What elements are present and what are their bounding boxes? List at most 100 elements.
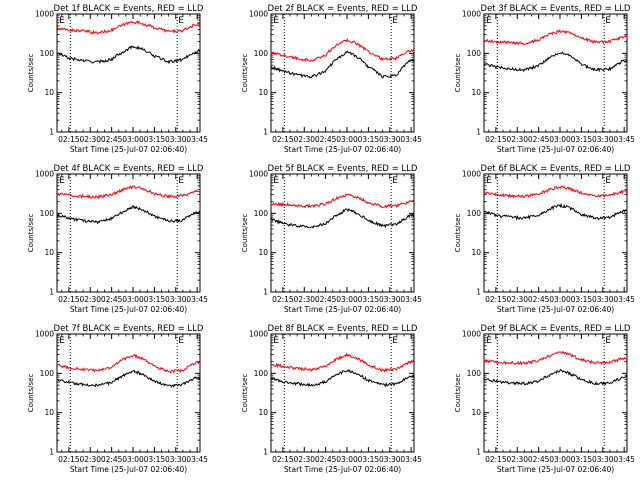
y-axis-label: Counts/sec — [27, 214, 35, 253]
y-tick-label: 1000 — [35, 330, 54, 339]
y-tick-label: 10 — [471, 88, 481, 97]
event-marker-label: E — [178, 336, 184, 346]
y-axis-label: Counts/sec — [454, 54, 462, 93]
x-tick-label: 03:00 — [122, 455, 144, 464]
series-line-red — [483, 29, 628, 46]
x-tick-label: 03:45 — [613, 455, 635, 464]
series-line-black — [270, 50, 415, 79]
chart-panel-1: Det 1f BLACK = Events, RED = LLD Counts/s… — [27, 4, 208, 154]
y-tick-label: 1 — [476, 128, 481, 137]
event-marker-label: E — [392, 16, 398, 26]
x-tick-label: 02:45 — [315, 135, 337, 144]
event-marker-label: E — [605, 16, 611, 26]
x-tick-label: 03:00 — [122, 135, 144, 144]
x-tick-label: 03:00 — [549, 455, 571, 464]
plot-frame — [270, 13, 415, 133]
x-tick-label: 02:30 — [79, 135, 101, 144]
chart-title: Det 3f BLACK = Events, RED = LLD — [481, 4, 631, 14]
series-line-red — [270, 352, 415, 373]
y-tick-label: 100 — [467, 369, 482, 378]
event-marker-label: E — [59, 16, 65, 26]
x-tick-label: 02:30 — [293, 295, 315, 304]
y-axis-label: Counts/sec — [241, 54, 249, 93]
x-axis-label: Start Time (25-Jul-07 02:06:40) — [70, 465, 187, 474]
y-tick-label: 100 — [254, 49, 269, 58]
x-tick-label: 02:15 — [272, 455, 294, 464]
plot-frame — [270, 173, 415, 293]
chart-panel-6: Det 6f BLACK = Events, RED = LLD Counts/s… — [454, 164, 635, 314]
series-line-black — [56, 369, 201, 388]
y-axis-label: Counts/sec — [241, 214, 249, 253]
x-tick-label: 03:15 — [358, 455, 380, 464]
series-line-black — [270, 368, 415, 388]
event-marker-label: E — [486, 16, 492, 26]
chart-title: Det 1f BLACK = Events, RED = LLD — [54, 4, 204, 14]
chart-panel-4: Det 4f BLACK = Events, RED = LLD Counts/s… — [27, 164, 208, 314]
x-axis-label: Start Time (25-Jul-07 02:06:40) — [497, 465, 614, 474]
chart-panel-3: Det 3f BLACK = Events, RED = LLD Counts/s… — [454, 4, 635, 154]
event-marker-label: E — [392, 336, 398, 346]
series-line-red — [270, 38, 415, 63]
y-axis-label: Counts/sec — [241, 374, 249, 413]
x-tick-label: 02:45 — [101, 295, 123, 304]
x-tick-label: 03:15 — [144, 135, 166, 144]
x-tick-label: 03:00 — [549, 135, 571, 144]
y-tick-label: 1 — [263, 288, 268, 297]
event-marker-label: E — [273, 16, 279, 26]
event-marker-label: E — [605, 176, 611, 186]
x-axis-label: Start Time (25-Jul-07 02:06:40) — [70, 145, 187, 154]
series-line-black — [270, 208, 415, 229]
x-tick-label: 03:00 — [122, 295, 144, 304]
x-axis-label: Start Time (25-Jul-07 02:06:40) — [284, 465, 401, 474]
x-tick-label: 03:30 — [379, 455, 401, 464]
y-axis-label: Counts/sec — [27, 374, 35, 413]
x-tick-label: 02:45 — [315, 455, 337, 464]
x-tick-label: 03:45 — [186, 455, 208, 464]
x-tick-label: 03:30 — [592, 455, 614, 464]
x-tick-label: 03:15 — [571, 455, 593, 464]
y-tick-label: 10 — [471, 408, 481, 417]
x-tick-label: 03:30 — [592, 135, 614, 144]
x-tick-label: 02:45 — [315, 295, 337, 304]
x-tick-label: 03:00 — [549, 295, 571, 304]
plot-frame — [270, 333, 415, 453]
plot-frame — [483, 173, 628, 293]
event-marker-label: E — [486, 336, 492, 346]
x-tick-label: 02:30 — [79, 295, 101, 304]
series-line-red — [270, 193, 415, 209]
x-tick-label: 03:15 — [144, 295, 166, 304]
y-tick-label: 1 — [476, 288, 481, 297]
y-tick-label: 1000 — [249, 330, 268, 339]
y-tick-label: 1 — [49, 448, 54, 457]
x-tick-label: 02:15 — [58, 135, 80, 144]
x-tick-label: 02:15 — [58, 295, 80, 304]
y-tick-label: 100 — [40, 369, 55, 378]
x-tick-label: 03:45 — [186, 135, 208, 144]
x-tick-label: 03:45 — [613, 135, 635, 144]
event-marker-label: E — [178, 16, 184, 26]
x-axis-label: Start Time (25-Jul-07 02:06:40) — [70, 305, 187, 314]
chart-panel-2: Det 2f BLACK = Events, RED = LLD Counts/s… — [241, 4, 422, 154]
series-line-black — [56, 45, 201, 65]
plot-frame — [483, 333, 628, 453]
x-tick-label: 02:45 — [528, 135, 550, 144]
y-tick-label: 100 — [40, 49, 55, 58]
x-tick-label: 02:30 — [79, 455, 101, 464]
series-line-red — [483, 351, 628, 366]
series-line-black — [483, 202, 627, 221]
x-tick-label: 02:15 — [485, 455, 507, 464]
x-tick-label: 03:30 — [592, 295, 614, 304]
y-axis-label: Counts/sec — [454, 374, 462, 413]
chart-title: Det 5f BLACK = Events, RED = LLD — [268, 164, 418, 174]
series-line-red — [56, 20, 201, 35]
series-line-black — [56, 205, 201, 225]
y-tick-label: 10 — [44, 88, 54, 97]
y-tick-label: 10 — [258, 408, 268, 417]
x-tick-label: 03:45 — [400, 135, 422, 144]
event-marker-label: E — [486, 176, 492, 186]
x-tick-label: 02:15 — [485, 295, 507, 304]
event-marker-label: E — [178, 176, 184, 186]
x-tick-label: 03:45 — [186, 295, 208, 304]
x-axis-label: Start Time (25-Jul-07 02:06:40) — [284, 305, 401, 314]
